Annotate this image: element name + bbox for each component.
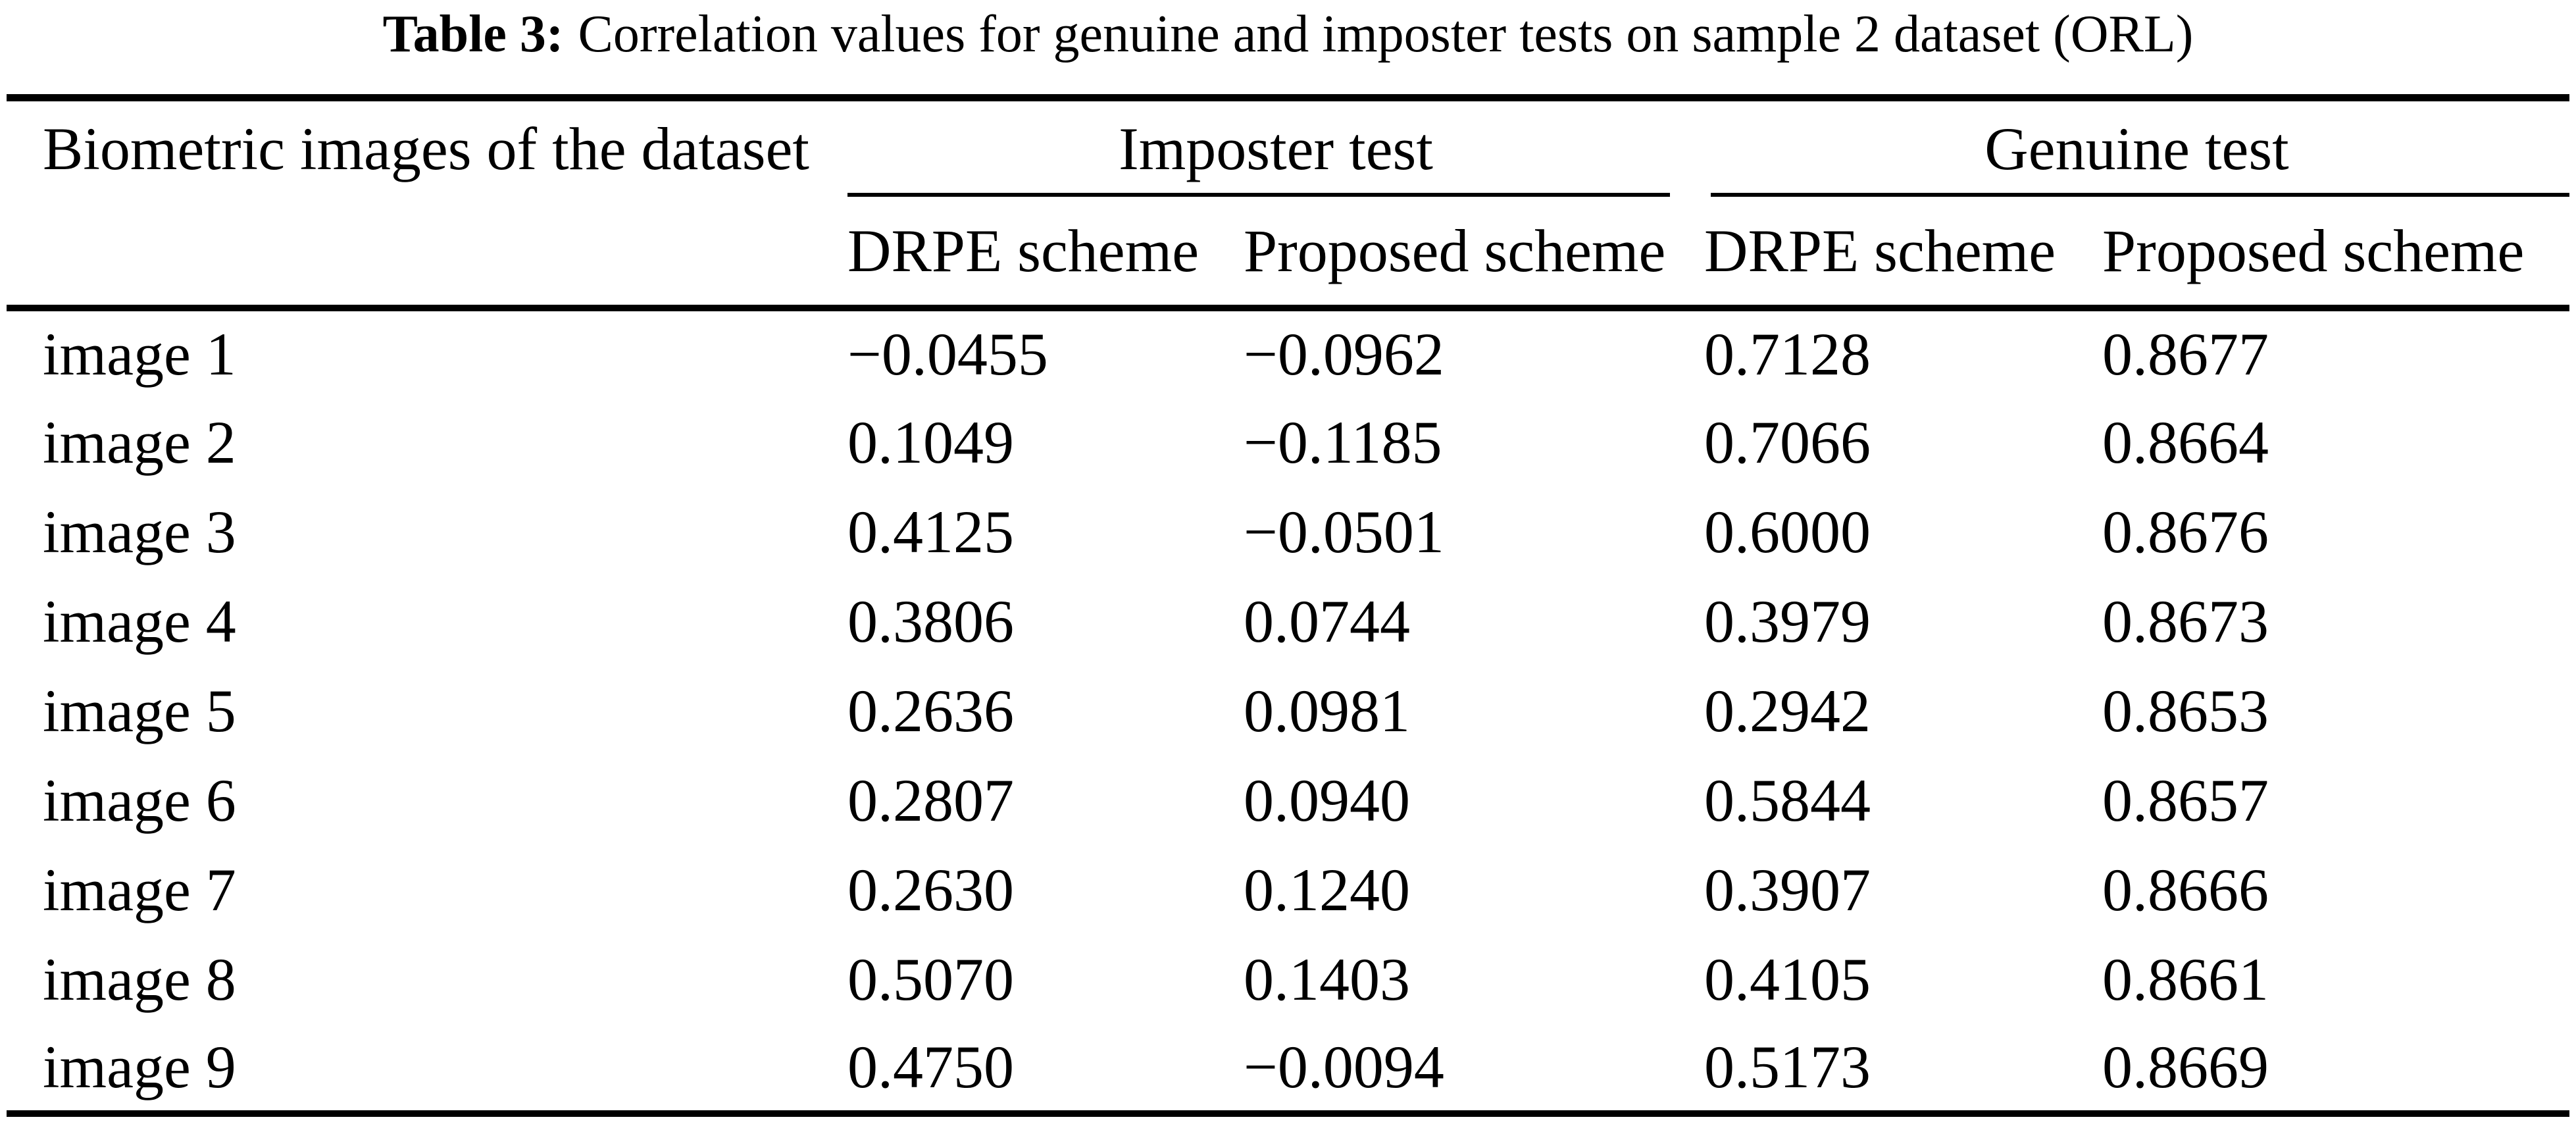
column-header-imposter-drpe: DRPE scheme (847, 196, 1244, 311)
cell-imposter-drpe: 0.4125 (847, 498, 1014, 565)
table-caption-label: Table 3: (382, 5, 564, 63)
cell-imposter-proposed: −0.0501 (1244, 498, 1444, 565)
cell-imposter-proposed: 0.1403 (1244, 945, 1410, 1013)
table-row: image 8 0.5070 0.1403 0.4105 0.8661 (7, 935, 2569, 1024)
cell-genuine-drpe: 0.5844 (1704, 766, 1871, 834)
cell-genuine-proposed: 0.8666 (2102, 856, 2269, 923)
cell-imposter-proposed: −0.1185 (1244, 408, 1442, 476)
table-row: image 6 0.2807 0.0940 0.5844 0.8657 (7, 756, 2569, 845)
table-row: image 2 0.1049 −0.1185 0.7066 0.8664 (7, 398, 2569, 487)
table-row: image 5 0.2636 0.0981 0.2942 0.8653 (7, 666, 2569, 756)
table-caption-text: Correlation values for genuine and impos… (578, 5, 2194, 63)
correlation-table: Biometric images of the dataset Imposter… (7, 94, 2570, 1117)
row-label: image 5 (43, 677, 236, 744)
cell-genuine-proposed: 0.8673 (2102, 587, 2269, 655)
cell-imposter-drpe: 0.2636 (847, 677, 1014, 744)
genuine-cmidrule (1711, 192, 2570, 197)
cell-imposter-proposed: 0.0744 (1244, 587, 1410, 655)
cell-genuine-proposed: 0.8657 (2102, 766, 2269, 834)
group-header-row: Biometric images of the dataset Imposter… (7, 98, 2570, 197)
column-header-genuine-proposed: Proposed scheme (2102, 196, 2570, 311)
cell-imposter-drpe: 0.5070 (847, 945, 1014, 1013)
cell-genuine-proposed: 0.8669 (2102, 1033, 2269, 1100)
table-header: Biometric images of the dataset Imposter… (7, 98, 2570, 311)
group-header-imposter-label: Imposter test (1119, 115, 1433, 183)
cell-genuine-proposed: 0.8677 (2102, 321, 2269, 388)
imposter-cmidrule (847, 192, 1671, 197)
table-row: image 9 0.4750 −0.0094 0.5173 0.8669 (7, 1024, 2569, 1114)
cell-imposter-proposed: 0.0940 (1244, 766, 1410, 834)
cell-genuine-drpe: 0.7128 (1704, 321, 1871, 388)
cell-genuine-drpe: 0.2942 (1704, 677, 1871, 744)
cell-genuine-drpe: 0.7066 (1704, 408, 1871, 476)
cell-genuine-drpe: 0.6000 (1704, 498, 1871, 565)
cell-genuine-proposed: 0.8664 (2102, 408, 2269, 476)
cell-imposter-drpe: 0.4750 (847, 1033, 1014, 1100)
row-label: image 4 (43, 587, 236, 655)
cell-genuine-drpe: 0.3907 (1704, 856, 1871, 923)
table-row: image 4 0.3806 0.0744 0.3979 0.8673 (7, 577, 2569, 666)
row-label: image 8 (43, 945, 236, 1013)
cell-imposter-proposed: −0.0962 (1244, 321, 1444, 388)
cell-genuine-drpe: 0.5173 (1704, 1033, 1871, 1100)
group-header-genuine-label: Genuine test (1984, 115, 2289, 183)
column-header-biometric-images: Biometric images of the dataset (43, 115, 809, 183)
row-label: image 2 (43, 408, 236, 476)
row-label: image 1 (43, 321, 236, 388)
cell-imposter-proposed: −0.0094 (1244, 1033, 1444, 1100)
group-header-imposter-test: Imposter test (847, 98, 1704, 197)
cell-imposter-proposed: 0.0981 (1244, 677, 1410, 744)
row-label: image 9 (43, 1033, 236, 1100)
scheme-header-row: DRPE scheme Proposed scheme DRPE scheme … (7, 196, 2570, 311)
cell-genuine-drpe: 0.3979 (1704, 587, 1871, 655)
column-header-imposter-proposed: Proposed scheme (1244, 196, 1705, 311)
table-row: image 1 −0.0455 −0.0962 0.7128 0.8677 (7, 308, 2569, 398)
table-caption: Table 3: Correlation values for genuine a… (0, 0, 2576, 94)
cell-genuine-drpe: 0.4105 (1704, 945, 1871, 1013)
row-label: image 7 (43, 856, 236, 923)
cell-imposter-proposed: 0.1240 (1244, 856, 1410, 923)
group-header-genuine-test: Genuine test (1704, 98, 2570, 197)
cell-imposter-drpe: −0.0455 (847, 321, 1048, 388)
cell-imposter-drpe: 0.2807 (847, 766, 1014, 834)
cell-imposter-drpe: 0.3806 (847, 587, 1014, 655)
table-body: image 1 −0.0455 −0.0962 0.7128 0.8677 im… (7, 308, 2569, 1114)
row-label: image 6 (43, 766, 236, 834)
cell-genuine-proposed: 0.8661 (2102, 945, 2269, 1013)
cell-imposter-drpe: 0.1049 (847, 408, 1014, 476)
row-label: image 3 (43, 498, 236, 565)
spacer-cell (7, 196, 847, 311)
table-row: image 7 0.2630 0.1240 0.3907 0.8666 (7, 845, 2569, 935)
table-row: image 3 0.4125 −0.0501 0.6000 0.8676 (7, 487, 2569, 577)
cell-genuine-proposed: 0.8676 (2102, 498, 2269, 565)
cell-imposter-drpe: 0.2630 (847, 856, 1014, 923)
cell-genuine-proposed: 0.8653 (2102, 677, 2269, 744)
column-header-genuine-drpe: DRPE scheme (1704, 196, 2103, 311)
